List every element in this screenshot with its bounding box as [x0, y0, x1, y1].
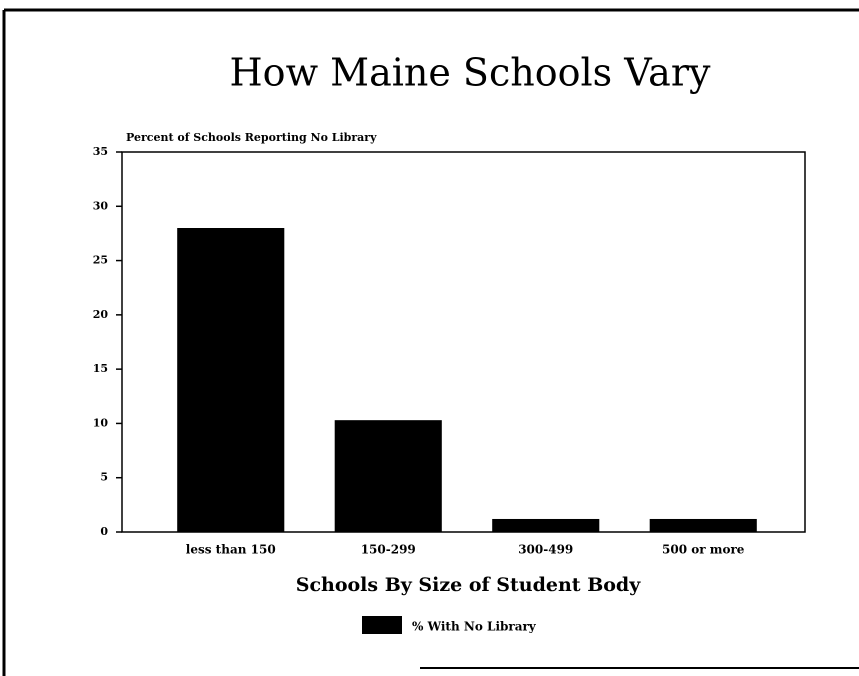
x-tick-label: 500 or more	[662, 543, 745, 557]
y-tick-label: 10	[93, 416, 109, 429]
y-tick-label: 20	[93, 308, 109, 321]
y-axis-label: Percent of Schools Reporting No Library	[126, 131, 377, 144]
legend-label: % With No Library	[412, 620, 537, 634]
legend-swatch	[362, 616, 402, 634]
plot-frame	[121, 151, 806, 533]
bar	[649, 518, 757, 532]
bar	[334, 420, 442, 532]
x-tick-label: 150-299	[361, 543, 416, 557]
y-tick-label: 35	[93, 145, 108, 158]
x-axis-label: Schools By Size of Student Body	[296, 574, 641, 596]
y-tick-label: 15	[93, 362, 108, 375]
chart-title: How Maine Schools Vary	[230, 51, 711, 95]
y-tick-label: 5	[100, 471, 108, 484]
y-tick-label: 30	[93, 199, 109, 212]
x-tick-label: 300-499	[518, 543, 573, 557]
y-tick-label: 0	[100, 525, 108, 538]
bar	[177, 228, 285, 532]
x-tick-label: less than 150	[186, 543, 276, 557]
bar	[492, 518, 600, 532]
y-tick-label: 25	[93, 254, 108, 267]
